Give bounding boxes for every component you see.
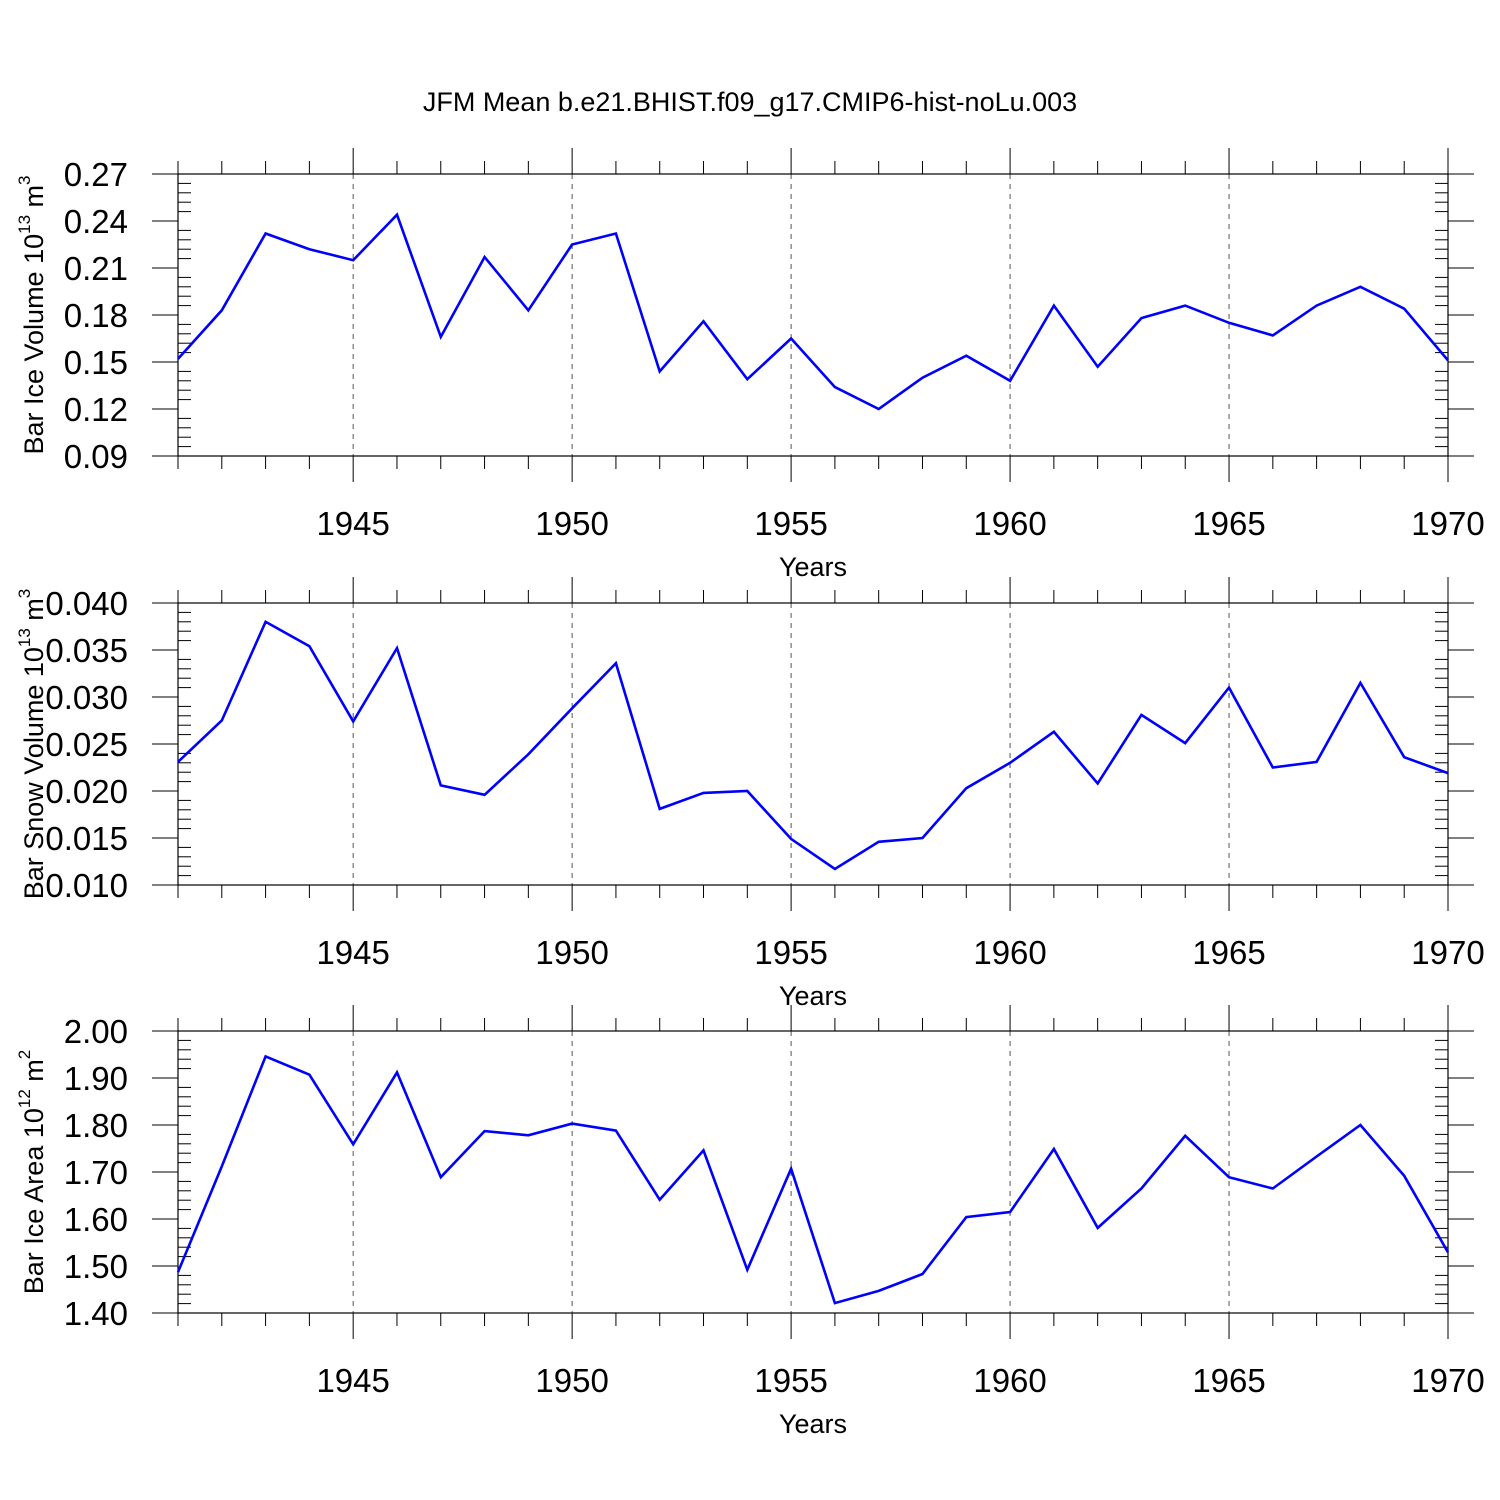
x-tick-label: 1965	[1192, 505, 1265, 542]
y-axis-label-main: Bar Snow Volume 10	[19, 647, 49, 899]
plot-frame	[177, 602, 1449, 886]
x-axis-label: Years	[779, 552, 847, 582]
y-tick-label: 0.010	[45, 867, 128, 904]
y-tick-label: 0.040	[45, 585, 128, 622]
y-tick-label: 1.40	[64, 1295, 128, 1332]
chart-panel-1: 0.09 0.12 0.15 0.18 0.21 0.24 0.27 1945 1950 1955…	[15, 148, 1485, 582]
x-tick-label: 1945	[316, 934, 389, 971]
y-axis-label-unit-exponent: 2	[15, 1050, 34, 1059]
x-tick-label: 1945	[316, 1362, 389, 1399]
y-tick-label: 0.09	[64, 438, 128, 475]
series-line	[177, 212, 1449, 411]
x-tick-label: 1970	[1411, 934, 1484, 971]
y-axis-label: Bar Ice Volume 1013 m3	[15, 175, 49, 454]
x-tick-label: 1945	[316, 505, 389, 542]
x-tick-label: 1950	[535, 505, 608, 542]
y-tick-label: 0.24	[64, 203, 128, 240]
series-line	[176, 1054, 1450, 1305]
x-tick-label: 1955	[754, 505, 827, 542]
y-tick-label: 0.27	[64, 156, 128, 193]
y-axis-label-unit-exponent: 3	[15, 589, 34, 598]
y-axis-label-exponent: 12	[15, 1089, 34, 1108]
y-axis-label-unit: m	[19, 598, 49, 628]
x-tick-label: 1955	[754, 934, 827, 971]
y-tick-label: 0.025	[45, 726, 128, 763]
figure-title: JFM Mean b.e21.BHIST.f09_g17.CMIP6-hist-…	[423, 87, 1077, 117]
y-tick-label: 2.00	[64, 1013, 128, 1050]
y-tick-label: 0.21	[64, 250, 128, 287]
y-tick-label: 1.60	[64, 1201, 128, 1238]
y-axis-label-exponent: 13	[15, 628, 34, 647]
x-tick-label: 1970	[1411, 505, 1484, 542]
plot-frame	[177, 173, 1449, 457]
y-tick-label: 0.12	[64, 391, 128, 428]
x-tick-label: 1955	[754, 1362, 827, 1399]
x-axis-label: Years	[779, 981, 847, 1011]
series-line	[177, 619, 1449, 871]
x-tick-label: 1970	[1411, 1362, 1484, 1399]
y-axis-label-unit: m	[19, 185, 49, 215]
x-axis-label: Years	[779, 1409, 847, 1439]
x-tick-label: 1950	[535, 934, 608, 971]
x-tick-label: 1965	[1192, 1362, 1265, 1399]
y-tick-label: 0.18	[64, 297, 128, 334]
y-tick-label: 0.030	[45, 679, 128, 716]
y-axis-label: Bar Snow Volume 1013 m3	[15, 589, 49, 900]
x-tick-label: 1950	[535, 1362, 608, 1399]
y-axis-label-exponent: 13	[15, 215, 34, 234]
panels: 0.09 0.12 0.15 0.18 0.21 0.24 0.27 1945 1950 1955…	[15, 148, 1485, 1439]
chart-panel-3: 1.40 1.50 1.60 1.70 1.80 1.90 2.00 1945 1950 1955…	[15, 1005, 1485, 1439]
y-tick-label: 1.50	[64, 1248, 128, 1285]
y-tick-label: 1.80	[64, 1107, 128, 1144]
y-tick-label: 0.035	[45, 632, 128, 669]
y-tick-label: 1.90	[64, 1060, 128, 1097]
y-tick-label: 0.015	[45, 820, 128, 857]
y-axis-label-main: Bar Ice Volume 10	[19, 234, 49, 455]
x-tick-label: 1960	[973, 934, 1046, 971]
chart-panel-2: 0.010 0.015 0.020 0.025 0.030 0.035 0.040 1945 1…	[15, 577, 1485, 1011]
plot-frame	[177, 1030, 1449, 1314]
y-axis-label-unit-exponent: 3	[15, 175, 34, 184]
x-tick-label: 1960	[973, 1362, 1046, 1399]
y-axis-label-main: Bar Ice Area 10	[19, 1108, 49, 1294]
y-axis-label-unit: m	[19, 1059, 49, 1089]
x-tick-label: 1960	[973, 505, 1046, 542]
y-tick-label: 0.020	[45, 773, 128, 810]
y-axis-label: Bar Ice Area 1012 m2	[15, 1050, 49, 1295]
y-tick-label: 1.70	[64, 1154, 128, 1191]
x-tick-label: 1965	[1192, 934, 1265, 971]
y-tick-label: 0.15	[64, 344, 128, 381]
